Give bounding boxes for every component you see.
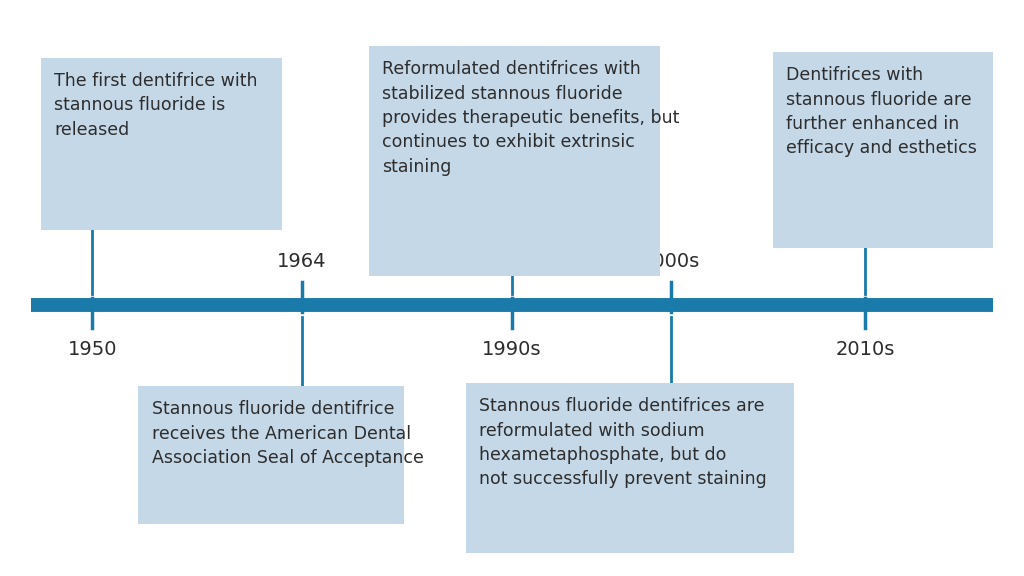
FancyBboxPatch shape	[369, 46, 660, 276]
FancyBboxPatch shape	[41, 58, 282, 230]
Text: Reformulated dentifrices with
stabilized stannous fluoride
provides therapeutic : Reformulated dentifrices with stabilized…	[382, 60, 679, 176]
Text: 2000s: 2000s	[641, 252, 700, 271]
Text: Dentifrices with
stannous fluoride are
further enhanced in
efficacy and esthetic: Dentifrices with stannous fluoride are f…	[786, 66, 977, 157]
Text: 1950: 1950	[68, 340, 117, 359]
FancyBboxPatch shape	[138, 386, 404, 524]
Text: Stannous fluoride dentifrice
receives the American Dental
Association Seal of Ac: Stannous fluoride dentifrice receives th…	[152, 400, 424, 467]
Text: 1964: 1964	[278, 252, 327, 271]
Text: 2010s: 2010s	[836, 340, 895, 359]
FancyBboxPatch shape	[773, 52, 993, 248]
Text: Stannous fluoride dentifrices are
reformulated with sodium
hexametaphosphate, bu: Stannous fluoride dentifrices are reform…	[479, 397, 767, 488]
FancyBboxPatch shape	[466, 383, 794, 553]
Text: 1990s: 1990s	[482, 340, 542, 359]
Text: The first dentifrice with
stannous fluoride is
released: The first dentifrice with stannous fluor…	[54, 72, 258, 139]
